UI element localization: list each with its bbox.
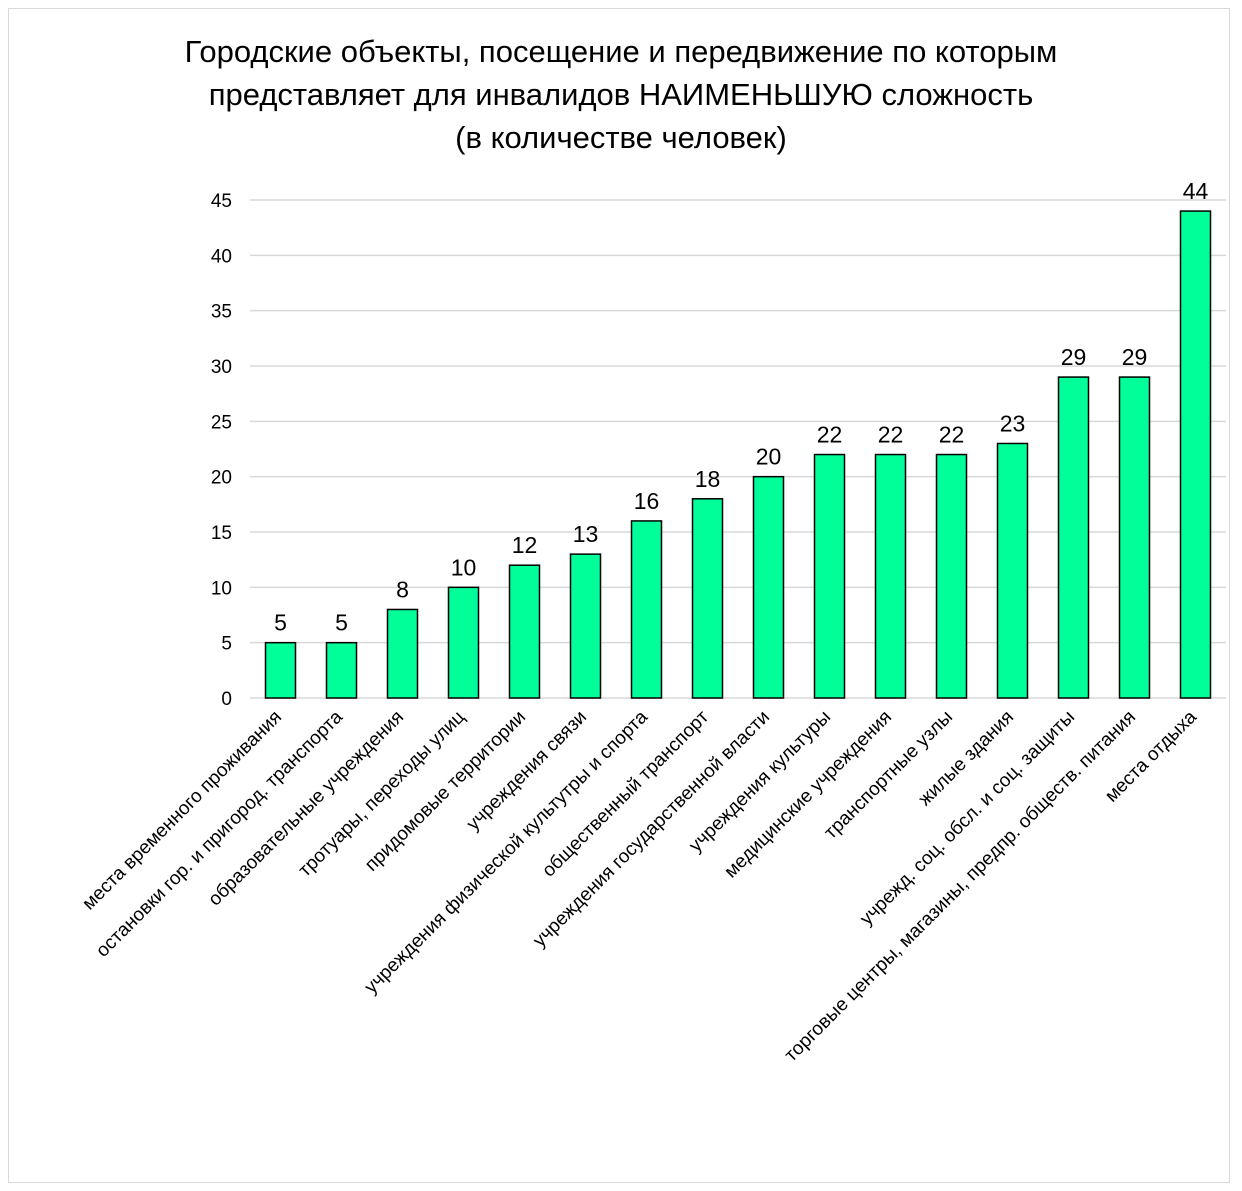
y-tick-label: 30 [211,357,232,378]
data-label: 20 [756,444,782,470]
category-label: остановки гор. и пригород. транспорта [92,706,347,961]
data-label: 16 [634,488,660,514]
bar [264,641,297,699]
data-label: 5 [274,610,287,636]
data-label: 23 [1000,410,1026,436]
category-label: учреждения физической культутры и спорта [361,706,653,998]
bar [935,453,968,699]
bar [996,442,1029,699]
data-label: 18 [695,466,721,492]
bar [325,641,358,699]
y-tick-label: 15 [211,523,232,544]
y-tick-label: 10 [211,578,232,599]
data-label: 22 [878,422,904,448]
data-label: 13 [573,521,599,547]
bar [569,553,602,699]
bar [691,498,724,699]
chart-title-line-3: (в количестве человек) [455,120,787,155]
chart-title-line-2: представляет для инвалидов НАИМЕНЬШУЮ сл… [208,77,1034,112]
bar [447,586,480,699]
y-axis-ticks: 0 5 10 15 20 25 30 35 40 45 [211,191,232,710]
bar [1118,376,1151,699]
bar [874,453,907,699]
data-label: 5 [335,610,348,636]
data-label: 12 [512,532,538,558]
data-label: 22 [817,422,843,448]
data-label: 8 [396,576,409,602]
y-tick-label: 45 [211,191,232,212]
data-label: 22 [939,422,965,448]
data-label: 44 [1183,178,1209,204]
chart-title: Городские объекты, посещение и передвиже… [0,30,1242,159]
bar [752,475,785,699]
bar [508,564,541,699]
bar [1179,210,1212,699]
bar [386,608,419,699]
bar [1057,376,1090,699]
bars [264,210,1212,699]
data-label: 29 [1122,344,1148,370]
chart-title-line-1: Городские объекты, посещение и передвиже… [184,34,1058,69]
y-tick-label: 25 [211,412,232,433]
y-tick-label: 0 [221,689,232,710]
category-label: учрежд. соц. обсл. и соц. защиты [856,707,1079,930]
bar [630,520,663,699]
bar [813,453,846,699]
y-tick-label: 20 [211,468,232,489]
data-label: 29 [1061,344,1087,370]
y-tick-label: 5 [221,634,232,655]
data-label: 10 [451,554,477,580]
y-tick-label: 40 [211,246,232,267]
y-tick-label: 35 [211,302,232,323]
data-labels: 5 5 8 10 12 13 16 18 20 22 22 22 23 29 29 44 [274,178,1208,636]
